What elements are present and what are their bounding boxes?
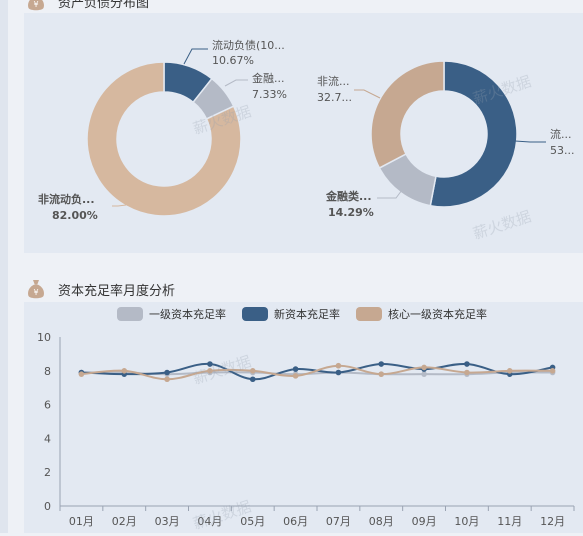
slice-label: 金融类...	[325, 189, 372, 203]
y-tick-label: 0	[44, 500, 51, 513]
donut-slice	[429, 60, 518, 208]
x-tick-label: 03月	[155, 515, 180, 528]
legend-swatch	[356, 307, 382, 321]
legend-item-core[interactable]: 核心一级资本充足率	[356, 306, 487, 322]
label-leader-line	[354, 89, 381, 99]
ratio-header: ¥ 资本充足率月度分析	[26, 276, 175, 302]
x-tick-label: 09月	[412, 515, 437, 528]
data-point	[378, 361, 385, 367]
label-leader-line	[514, 140, 546, 143]
slice-percent: 14.29%	[328, 206, 374, 219]
data-point	[164, 376, 170, 383]
y-tick-label: 10	[37, 331, 51, 344]
line-chart-legend: 一级资本充足率 新资本充足率 核心一级资本充足率	[117, 306, 503, 322]
ratio-title: 资本充足率月度分析	[58, 283, 176, 299]
series-line	[81, 371, 553, 376]
legend-swatch	[117, 307, 143, 321]
label-leader-line	[112, 204, 127, 207]
data-point	[249, 368, 256, 374]
data-point	[464, 369, 470, 376]
label-leader-line	[224, 79, 248, 87]
data-point	[121, 368, 128, 374]
data-point	[421, 364, 427, 371]
x-tick-label: 06月	[283, 515, 308, 528]
series-line	[81, 364, 553, 381]
data-point	[549, 368, 556, 374]
svg-text:¥: ¥	[33, 288, 38, 297]
y-tick-label: 4	[44, 432, 51, 445]
data-point	[292, 366, 299, 372]
y-tick-label: 2	[44, 466, 51, 479]
label-leader-line	[183, 48, 208, 65]
data-point	[292, 373, 299, 379]
x-tick-label: 01月	[69, 515, 94, 528]
y-tick-label: 6	[44, 399, 51, 412]
data-point	[335, 362, 342, 369]
money-bag-icon: ¥	[28, 280, 44, 299]
legend-label: 新资本充足率	[274, 308, 340, 321]
x-tick-label: 04月	[197, 515, 222, 528]
slice-percent: 32.7...	[317, 91, 352, 104]
ratio-panel	[24, 302, 583, 533]
legend-item-new[interactable]: 新资本充足率	[242, 306, 340, 322]
distribution-header: ¥ 资产负债分布图	[26, 0, 149, 14]
slice-label: 非流动负...	[38, 192, 95, 206]
x-tick-label: 08月	[369, 515, 394, 528]
data-point	[378, 371, 385, 377]
x-tick-label: 12月	[540, 515, 565, 528]
distribution-title: 资产负债分布图	[58, 0, 150, 11]
slice-label: 金融...	[252, 71, 285, 85]
slice-percent: 7.33%	[252, 88, 287, 101]
data-point	[207, 361, 213, 367]
slice-percent: 53...	[550, 144, 575, 157]
data-point	[421, 371, 427, 377]
slice-percent: 10.67%	[212, 54, 254, 67]
data-point	[164, 369, 170, 376]
slice-percent: 82.00%	[52, 209, 98, 222]
data-point	[207, 368, 213, 374]
data-point	[464, 361, 470, 367]
data-point	[335, 369, 342, 376]
y-tick-label: 8	[44, 365, 51, 378]
slice-label: 流...	[550, 127, 572, 141]
left-edge-strip	[0, 0, 8, 533]
svg-text:¥: ¥	[33, 0, 38, 9]
data-point	[506, 368, 513, 374]
slice-label: 流动负债(10...	[212, 38, 285, 52]
x-tick-label: 05月	[240, 515, 265, 528]
legend-item-tier1[interactable]: 一级资本充足率	[117, 306, 226, 322]
slice-label: 非流...	[317, 74, 350, 88]
donut-slice	[86, 61, 242, 217]
data-point	[249, 376, 256, 383]
label-leader-line	[377, 189, 403, 199]
x-tick-label: 10月	[454, 515, 479, 528]
x-tick-label: 02月	[112, 515, 137, 528]
legend-label: 一级资本充足率	[149, 308, 226, 321]
x-tick-label: 11月	[497, 515, 522, 528]
money-bag-icon: ¥	[28, 0, 44, 11]
donut-slice	[370, 60, 445, 169]
x-tick-label: 07月	[326, 515, 351, 528]
data-point	[78, 371, 85, 377]
legend-label: 核心一级资本充足率	[388, 308, 487, 321]
legend-swatch	[242, 307, 268, 321]
